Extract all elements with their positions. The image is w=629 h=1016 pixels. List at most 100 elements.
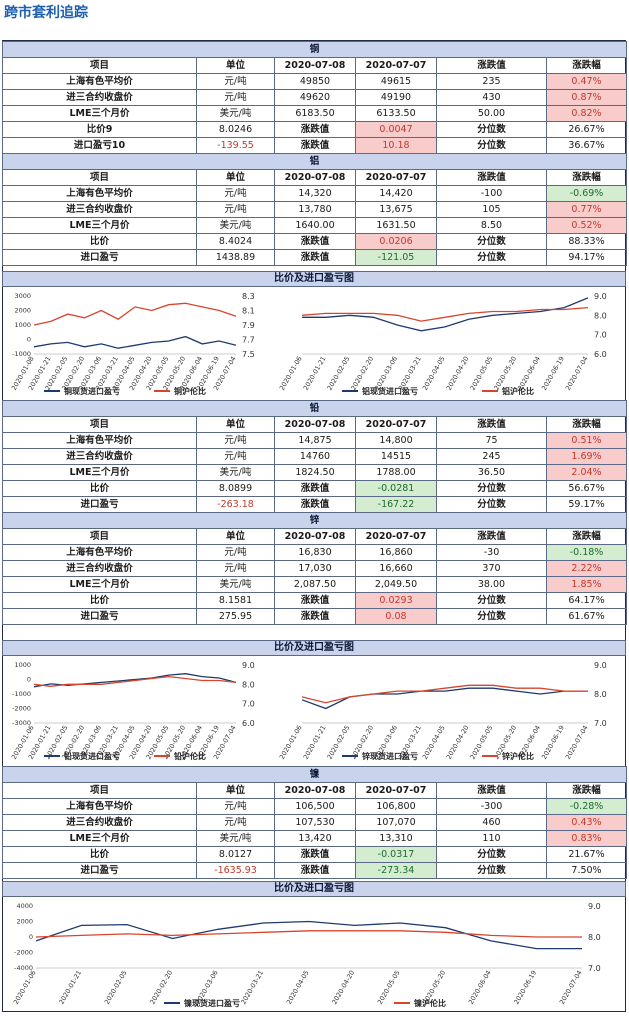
table-cell: 1640.00 [274,217,356,234]
right-tick-label: 8.3 [242,292,255,301]
lead-zinc-table: 铅项目 单位 2020-07-08 2020-07-07 涨跌值 涨跌幅 上海有色平均价 元/… [1,400,628,625]
x-tick-label: 2020-01-06 [278,355,304,392]
left-tick-label: 0 [27,336,31,344]
left-tick-label: -2000 [14,949,33,957]
column-header: 涨跌值 [436,57,547,74]
x-tick-label: 2020-06-19 [512,969,538,1006]
table-cell: 0.08 [355,608,437,625]
table-cell: 17,030 [274,560,356,577]
x-tick-label: 2020-01-21 [302,355,328,392]
x-tick-label: 2020-04-20 [330,969,356,1006]
table-cell: -0.28% [545,798,628,815]
table-cell: 49190 [355,89,437,106]
nickel-chart: 4000 2000 0 -2000 -4000 9.0 8.0 7.0 2020-01-06 20… [4,898,622,1010]
column-header: 2020-07-08 [274,782,356,799]
row-label: 比价 [2,233,197,250]
table-cell: 1.69% [545,448,628,465]
table-cell: 61.67% [545,608,628,625]
x-tick-label: 2020-06-19 [540,724,566,761]
table-cell: 64.17% [545,592,628,609]
table-cell: 分位数 [436,249,547,266]
column-header: 项目 [2,528,197,545]
left-tick-label: -1000 [12,350,31,358]
column-header: 项目 [2,169,197,186]
chart3-title: 比价及进口盈亏图 [2,881,626,897]
table-cell: 16,860 [355,544,437,561]
table-cell: 元/吨 [196,73,275,90]
x-tick-label: 2020-06-04 [467,969,493,1006]
table-cell: 13,780 [274,201,356,218]
table-cell: 94.17% [545,249,628,266]
row-label: 比价 [2,480,197,497]
right-tick-label: 6.0 [242,719,255,728]
table-cell: 245 [436,448,547,465]
x-tick-label: 2020-04-05 [421,355,447,392]
table-cell: 107,530 [274,814,356,831]
right-tick-label: 7.0 [588,964,601,973]
row-label: 进三合约收盘价 [2,814,197,831]
table-cell: 元/吨 [196,185,275,202]
table-cell: 1788.00 [355,464,437,481]
table-cell: 涨跌值 [274,233,356,250]
table-cell: 106,800 [355,798,437,815]
right-tick-label: 8.0 [242,680,255,689]
copper-aluminum-table: 铜项目 单位 2020-07-08 2020-07-07 涨跌值 涨跌幅 上海有色平均价 元/… [1,41,628,266]
x-tick-label: 2020-01-06 [12,969,38,1006]
table-cell: -100 [436,185,547,202]
table-cell: 分位数 [436,592,547,609]
table-cell: 13,420 [274,830,356,847]
legend-label: 镍沪伦比 [414,998,446,1008]
row-label: 进口盈亏10 [2,137,197,154]
aluminum-chart-svg: 9.0 8.0 7.0 6.0 2020-01-062020-01-212020-02-… [278,292,607,396]
x-tick-label: 2020-04-20 [445,355,471,392]
column-header: 2020-07-07 [355,416,437,433]
table-cell: 元/吨 [196,544,275,561]
table-cell: -167.22 [355,496,437,513]
row-label: 进三合约收盘价 [2,201,197,218]
column-header: 涨跌幅 [545,782,628,799]
column-header: 涨跌值 [436,528,547,545]
x-tick-label: 2020-07-04 [564,355,590,392]
table-cell: -300 [436,798,547,815]
table-cell: 0.0206 [355,233,437,250]
nickel-header: 镍 [1,766,628,783]
table-cell: 美元/吨 [196,464,275,481]
x-tick-label: 2020-05-05 [376,969,402,1006]
table-cell: 0.47% [545,73,628,90]
left-tick-label: 1000 [14,661,31,669]
table-cell: -139.55 [196,137,275,154]
column-header: 单位 [196,528,275,545]
table-cell: 元/吨 [196,432,275,449]
table-cell: 涨跌值 [274,480,356,497]
table-cell: 涨跌值 [274,121,356,138]
column-header: 单位 [196,57,275,74]
series-line-ratio [301,306,589,322]
x-tick-label: 2020-05-05 [469,355,495,392]
table-cell: 275.95 [196,608,275,625]
column-header: 2020-07-08 [274,416,356,433]
left-tick-label: 4000 [16,902,33,910]
series-line-ratio [33,675,237,687]
table-cell: 10.18 [355,137,437,154]
legend-label: 锌现货进口盈亏 [362,751,418,761]
table-cell: 8.50 [436,217,547,234]
right-tick-label: 7.0 [594,719,607,728]
left-tick-label: 1000 [14,321,31,329]
right-tick-label: 8.0 [594,311,607,320]
row-label: 上海有色平均价 [2,73,197,90]
table-cell: 1438.89 [196,249,275,266]
table-cell: 元/吨 [196,201,275,218]
table-cell: 110 [436,830,547,847]
table-cell: -0.0317 [355,846,437,863]
table-cell: 0.82% [545,105,628,122]
x-tick-label: 2020-01-21 [57,969,83,1006]
table-cell: 涨跌值 [274,249,356,266]
row-label: 上海有色平均价 [2,432,197,449]
column-header: 2020-07-08 [274,528,356,545]
column-header: 涨跌幅 [545,169,628,186]
table-cell: 8.4024 [196,233,275,250]
table-cell: 16,830 [274,544,356,561]
row-label: LME三个月价 [2,576,197,593]
right-tick-label: 9.0 [594,292,607,301]
table-cell: 美元/吨 [196,217,275,234]
